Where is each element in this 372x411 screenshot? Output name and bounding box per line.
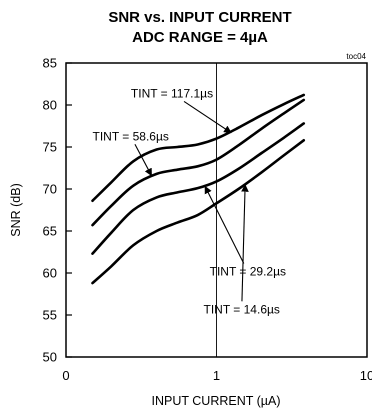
y-tick-label-6: 80 <box>43 98 57 113</box>
y-tick-label-2: 60 <box>43 266 57 281</box>
series-line-1 <box>91 98 306 227</box>
chart-subtitle: ADC RANGE = 4µA <box>132 29 268 46</box>
series-lines <box>91 93 306 285</box>
x-tick-label-1: 1 <box>213 368 220 383</box>
series-label-arrow-3 <box>241 184 249 302</box>
series-line-3 <box>91 138 306 285</box>
series-label-arrow-2 <box>204 185 245 264</box>
axis-ticks: 50 55 60 65 70 75 80 85 0 1 10 <box>43 56 372 384</box>
series-line-0 <box>91 93 306 203</box>
series-label-0: TINT = 117.1µs <box>131 86 213 100</box>
figure-tag: toc04 <box>346 52 366 61</box>
y-tick-label-4: 70 <box>43 182 57 197</box>
y-axis-label: SNR (dB) <box>9 183 23 236</box>
x-tick-label-2: 10 <box>360 368 372 383</box>
series-label-2: TINT = 29.2µs <box>210 265 286 279</box>
series-annotations: TINT = 117.1µs TINT = 58.6µs TINT = 29.2µs… <box>93 86 287 316</box>
y-tick-label-3: 65 <box>43 224 57 239</box>
x-axis-label: INPUT CURRENT (µA) <box>152 394 281 408</box>
series-line-2 <box>91 122 306 255</box>
y-tick-label-0: 50 <box>43 350 57 365</box>
y-tick-label-5: 75 <box>43 140 57 155</box>
y-tick-label-7: 85 <box>43 56 57 71</box>
x-tick-label-0: 0 <box>62 368 69 383</box>
series-label-3: TINT = 14.6µs <box>204 302 280 316</box>
series-label-1: TINT = 58.6µs <box>93 129 169 143</box>
chart-title: SNR vs. INPUT CURRENT <box>108 9 291 26</box>
series-label-arrow-0 <box>183 100 232 134</box>
y-tick-label-1: 55 <box>43 308 57 323</box>
series-label-arrow-1 <box>134 144 153 177</box>
